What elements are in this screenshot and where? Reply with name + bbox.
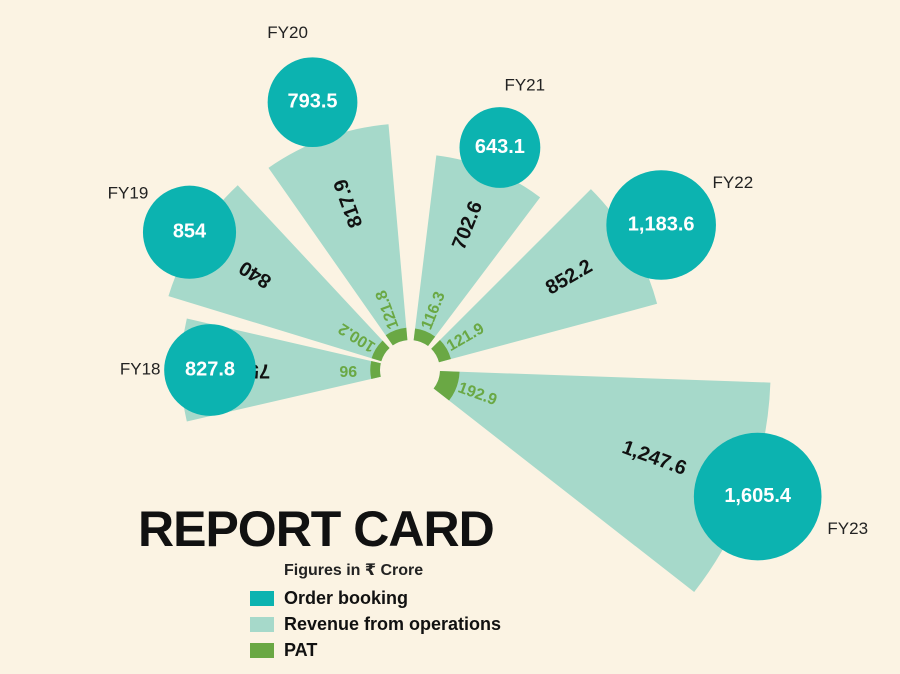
legend-label-order-booking: Order booking (284, 587, 409, 608)
legend-swatch-revenue (250, 616, 274, 632)
order-label-fy18: 827.8 (185, 358, 235, 380)
order-circle-fy21 (459, 107, 541, 188)
order-label-fy21: 643.1 (475, 136, 525, 158)
revenue-wedge-fy21 (413, 155, 541, 347)
order-circle-fy22 (606, 170, 716, 280)
legend: Order booking Revenue from operations PA… (250, 585, 501, 663)
legend-label-pat: PAT (284, 639, 318, 660)
revenue-wedge-fy20 (268, 124, 408, 346)
order-circle-fy23 (693, 432, 822, 561)
order-label-fy22: 1,183.6 (628, 213, 695, 235)
category-label-fy23: FY23 (827, 519, 868, 538)
order-label-fy19: 854 (173, 221, 207, 243)
legend-swatch-pat (250, 642, 274, 658)
pat-wedge-fy20 (385, 327, 408, 346)
pat-wedge-fy22 (431, 340, 451, 363)
order-circle-fy19 (142, 185, 237, 279)
category-label-fy19: FY19 (108, 183, 149, 202)
category-label-fy18: FY18 (120, 359, 161, 378)
revenue-wedge-fy23 (433, 371, 771, 593)
legend-item-order-booking: Order booking (250, 585, 501, 611)
pat-wedge-fy23 (433, 371, 460, 401)
order-circle-fy18 (164, 324, 256, 416)
category-label-fy21: FY21 (504, 75, 545, 94)
category-label-fy22: FY22 (713, 173, 754, 192)
pat-wedge-fy21 (413, 328, 436, 347)
order-label-fy23: 1,605.4 (724, 485, 792, 507)
chart-title: REPORT CARD (138, 501, 495, 557)
order-label-fy20: 793.5 (287, 90, 337, 112)
chart-subtitle: Figures in ₹ Crore (284, 562, 424, 579)
pat-label-fy18: 96 (339, 362, 357, 379)
legend-item-pat: PAT (250, 637, 501, 663)
legend-swatch-order-booking (250, 590, 274, 606)
revenue-wedge-fy22 (431, 189, 658, 363)
order-circle-fy20 (267, 57, 358, 148)
legend-label-revenue: Revenue from operations (284, 613, 502, 634)
pat-wedge-fy18 (370, 361, 381, 379)
pat-wedge-fy19 (371, 340, 390, 362)
legend-item-revenue: Revenue from operations (250, 611, 501, 637)
category-label-fy20: FY20 (267, 23, 308, 42)
